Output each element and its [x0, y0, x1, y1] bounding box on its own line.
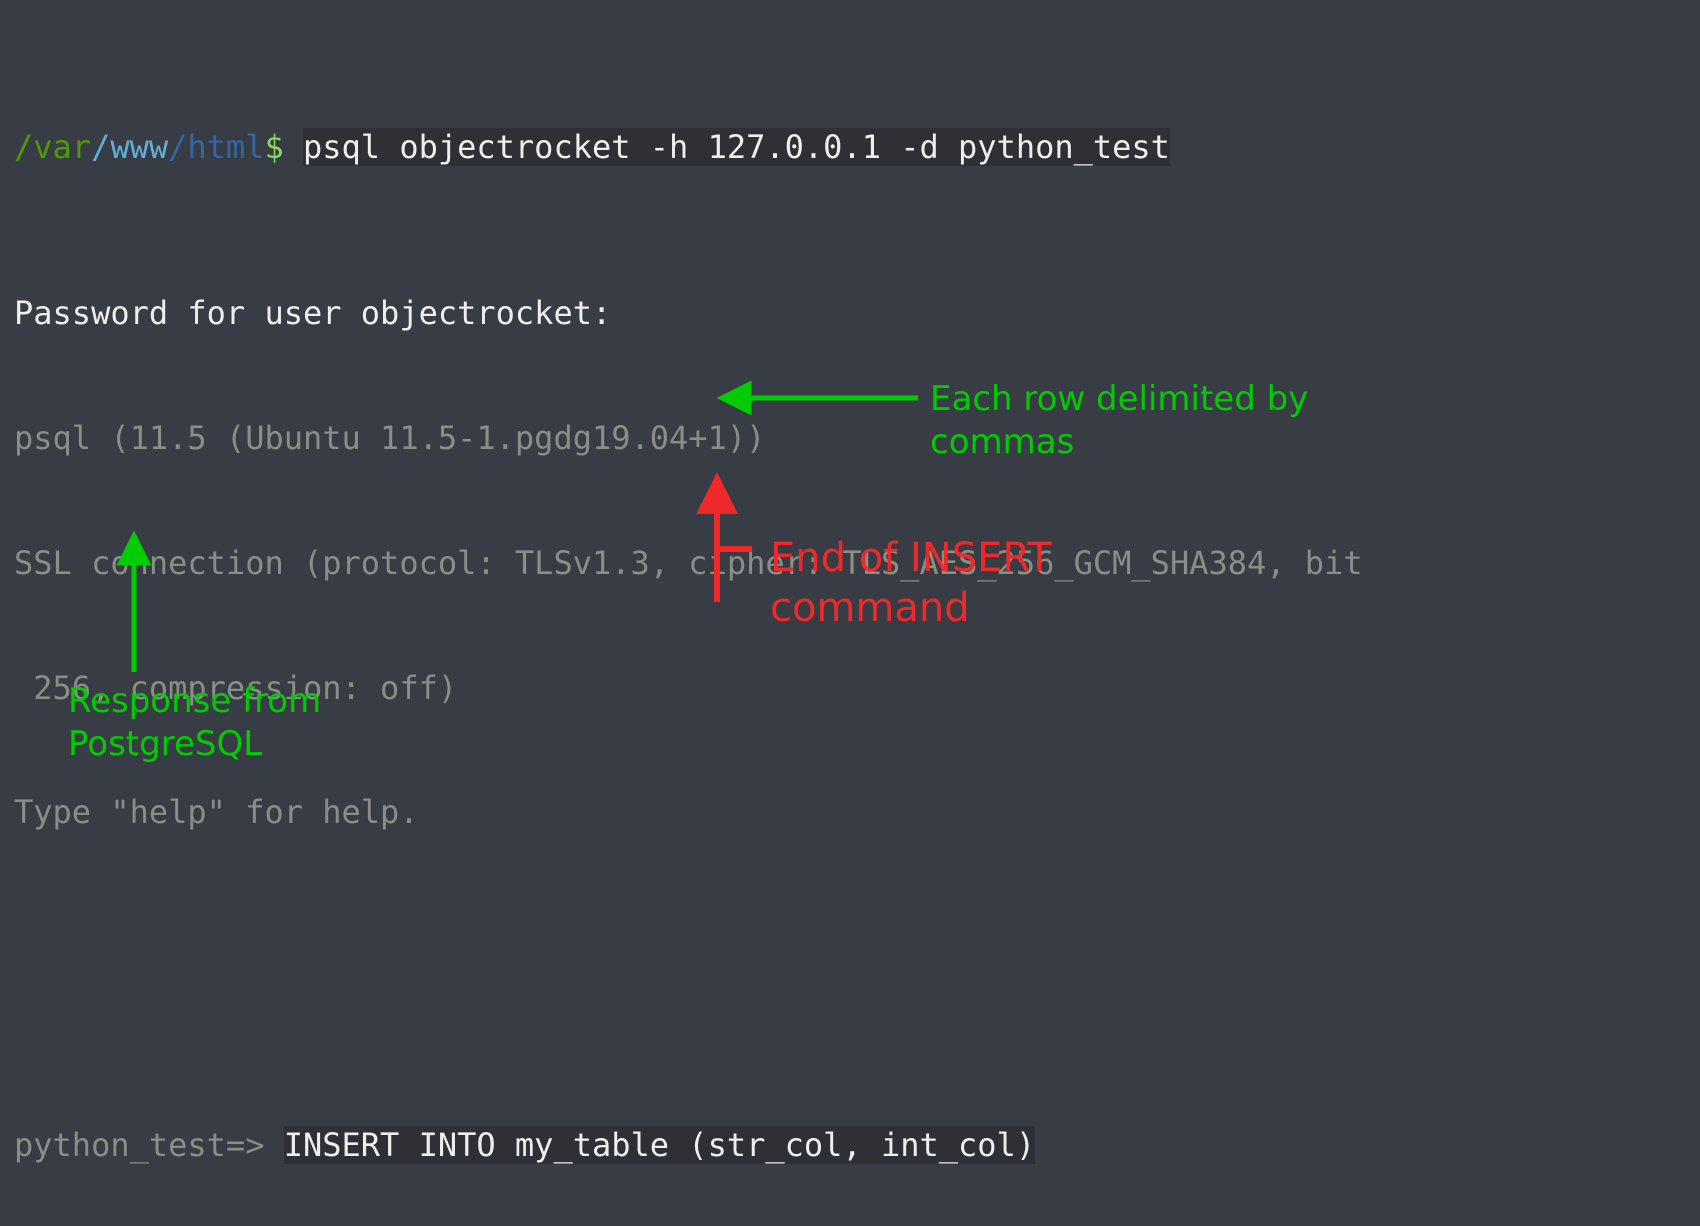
sql-text-1: INSERT INTO my_table (str_col, int_col): [284, 1126, 1035, 1164]
annotation-rows-line2: commas: [930, 422, 1074, 462]
help-line: Type "help" for help.: [14, 792, 1686, 834]
psql-version-line: psql (11.5 (Ubuntu 11.5-1.pgdg19.04+1)): [14, 418, 1686, 460]
prompt-seg-a: /var: [14, 128, 91, 166]
annotation-response-line2: PostgreSQL: [68, 724, 262, 764]
annotation-end-line2: command: [770, 585, 970, 631]
annotation-response-line1: Response from: [68, 681, 321, 721]
annotation-response: Response from PostgreSQL: [68, 680, 321, 765]
shell-prompt-line: /var/www/html$ psql objectrocket -h 127.…: [14, 127, 1686, 169]
shell-command: psql objectrocket -h 127.0.0.1 -d python…: [303, 128, 1170, 166]
password-line: Password for user objectrocket:: [14, 293, 1686, 335]
annotation-rows-delimited: Each row delimited by commas: [930, 378, 1308, 463]
annotation-end-insert: End of INSERT command: [770, 533, 1052, 633]
annotation-end-line1: End of INSERT: [770, 535, 1052, 581]
prompt-seg-b: /www: [91, 128, 168, 166]
prompt-dollar: $: [264, 128, 303, 166]
annotation-rows-line1: Each row delimited by: [930, 379, 1308, 419]
blank-line: [14, 959, 1686, 1001]
prompt-seg-c: /html: [168, 128, 264, 166]
psql-line-1: python_test=> INSERT INTO my_table (str_…: [14, 1125, 1686, 1167]
psql-prompt: python_test=>: [14, 1126, 284, 1164]
